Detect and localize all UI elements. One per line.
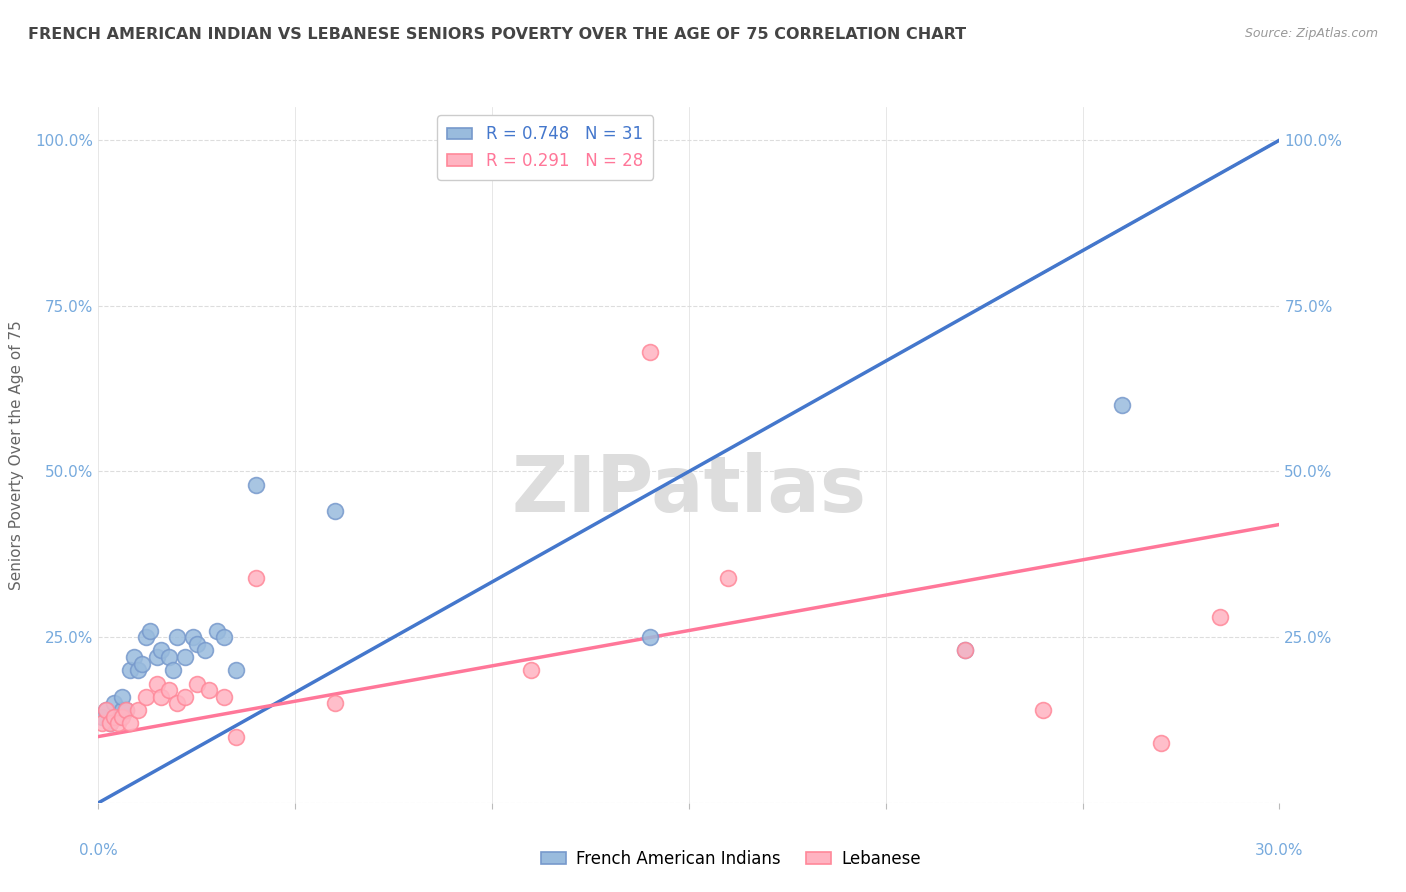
Point (96, 703, 118, 717)
Point (98, 716, 121, 731)
Legend: French American Indians, Lebanese: French American Indians, Lebanese (534, 844, 928, 875)
Point (197, 683, 219, 698)
Point (717, 570, 740, 584)
Point (150, 690, 173, 704)
Point (118, 663, 141, 677)
Point (146, 676, 169, 690)
Point (115, 703, 138, 717)
Text: 0.0%: 0.0% (79, 843, 118, 857)
Point (111, 709, 134, 723)
Point (150, 643, 173, 657)
Point (118, 716, 141, 731)
Legend: R = 0.748   N = 31, R = 0.291   N = 28: R = 0.748 N = 31, R = 0.291 N = 28 (437, 115, 652, 179)
Point (162, 663, 184, 677)
Point (103, 709, 125, 723)
Point (245, 570, 267, 584)
Point (1150, 736, 1173, 750)
Point (520, 663, 543, 677)
Point (174, 650, 197, 665)
Point (111, 703, 134, 717)
Point (953, 643, 976, 657)
Point (135, 690, 157, 704)
Point (157, 650, 180, 665)
Point (323, 697, 346, 711)
Point (107, 709, 129, 723)
Point (96, 703, 118, 717)
Text: Source: ZipAtlas.com: Source: ZipAtlas.com (1244, 27, 1378, 40)
Point (186, 637, 208, 651)
Text: FRENCH AMERICAN INDIAN VS LEBANESE SENIORS POVERTY OVER THE AGE OF 75 CORRELATIO: FRENCH AMERICAN INDIAN VS LEBANESE SENIO… (28, 27, 966, 42)
Point (91, 716, 114, 731)
Point (225, 663, 247, 677)
Point (122, 650, 145, 665)
Point (107, 716, 129, 731)
Point (953, 643, 976, 657)
Point (194, 643, 217, 657)
Point (638, 345, 661, 359)
Point (103, 697, 125, 711)
Point (225, 730, 247, 744)
Point (638, 630, 661, 644)
Point (127, 663, 149, 677)
Point (166, 630, 188, 644)
Point (214, 690, 236, 704)
Y-axis label: Seniors Poverty Over the Age of 75: Seniors Poverty Over the Age of 75 (10, 320, 24, 590)
Point (115, 703, 138, 717)
Point (98, 716, 121, 731)
Point (245, 477, 267, 491)
Text: ZIPatlas: ZIPatlas (512, 451, 866, 528)
Point (131, 657, 153, 671)
Point (214, 630, 236, 644)
Point (157, 683, 180, 698)
Point (138, 624, 160, 638)
Point (91, 709, 114, 723)
Point (127, 703, 149, 717)
Point (323, 504, 346, 518)
Point (1111, 398, 1133, 412)
Point (1032, 703, 1054, 717)
Point (1209, 610, 1232, 624)
Point (111, 690, 134, 704)
Point (174, 690, 197, 704)
Point (186, 676, 208, 690)
Point (146, 650, 169, 665)
Point (166, 697, 188, 711)
Point (135, 630, 157, 644)
Point (205, 624, 228, 638)
Text: 30.0%: 30.0% (1256, 843, 1303, 857)
Point (181, 630, 204, 644)
